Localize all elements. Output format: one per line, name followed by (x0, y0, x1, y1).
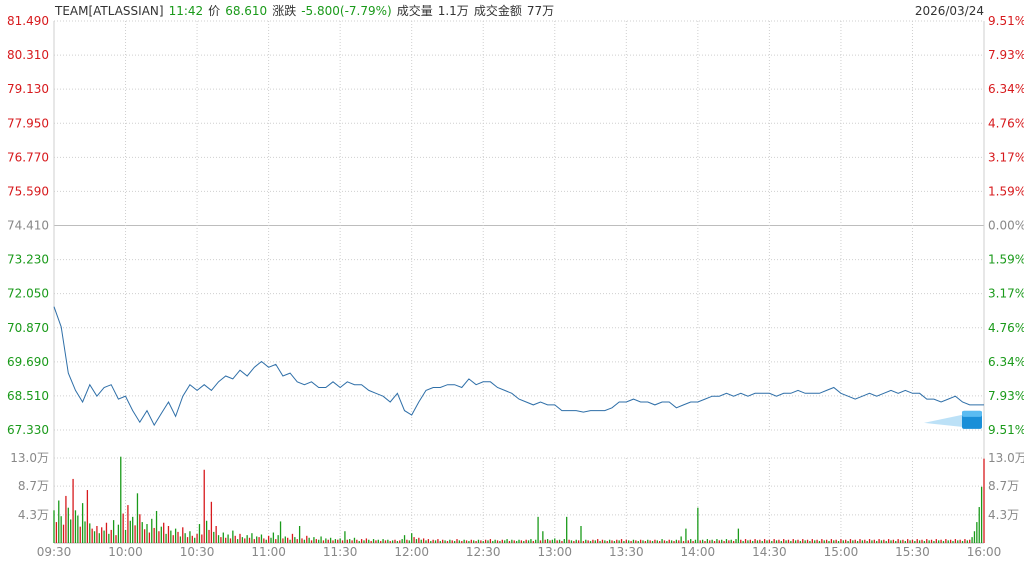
price-tick-label: 74.410 (7, 219, 49, 233)
time-tick-label: 11:30 (323, 545, 358, 559)
time-tick-label: 14:00 (681, 545, 716, 559)
current-price-marker (924, 410, 982, 429)
volume-bars (53, 456, 985, 543)
price-label: 价 (208, 4, 221, 18)
volume-tick-label: 13.0万 (10, 451, 49, 465)
volume-tick-label-right: 4.3万 (988, 508, 1019, 522)
pct-tick-label: 1.59% (988, 253, 1024, 267)
price-tick-label: 67.330 (7, 423, 49, 437)
price-tick-label: 69.690 (7, 355, 49, 369)
time-tick-label: 10:00 (108, 545, 143, 559)
volume-tick-label: 8.7万 (18, 479, 49, 493)
price-tick-label: 80.310 (7, 48, 49, 62)
change-value: -5.800(-7.79%) (301, 4, 392, 18)
time-tick-label: 12:30 (466, 545, 501, 559)
price-tick-label: 72.050 (7, 287, 49, 301)
pct-tick-label: 4.76% (988, 116, 1024, 130)
pct-tick-label: 6.34% (988, 355, 1024, 369)
time-tick-label: 10:30 (180, 545, 215, 559)
time-tick-label: 16:00 (967, 545, 1002, 559)
price-tick-label: 76.770 (7, 150, 49, 164)
marker-cube-top (962, 410, 982, 417)
volume-label: 成交量 (396, 4, 433, 18)
symbol-label: TEAM[ATLASSIAN] (55, 4, 164, 18)
price-tick-label: 68.510 (7, 389, 49, 403)
price-tick-label: 73.230 (7, 253, 49, 267)
volume-value: 1.1万 (437, 4, 469, 18)
marker-glow (924, 414, 962, 427)
pct-tick-label: 1.59% (988, 184, 1024, 198)
volume-tick-label-right: 13.0万 (988, 451, 1024, 465)
pct-tick-label: 9.51% (988, 423, 1024, 437)
volume-tick-label-right: 8.7万 (988, 479, 1019, 493)
price-tick-label: 77.950 (7, 116, 49, 130)
quote-date: 2026/03/24 (914, 4, 984, 18)
time-tick-label: 13:00 (537, 545, 572, 559)
pct-tick-label: 9.51% (988, 14, 1024, 28)
volume-tick-label: 4.3万 (18, 508, 49, 522)
price-value: 68.610 (225, 4, 268, 18)
grid-layer (53, 20, 985, 544)
pct-tick-label: 3.17% (988, 287, 1024, 301)
price-tick-label: 81.490 (7, 14, 49, 28)
quote-time: 11:42 (168, 4, 204, 18)
time-tick-label: 15:30 (895, 545, 930, 559)
price-layer (53, 306, 984, 427)
price-tick-label: 70.870 (7, 321, 49, 335)
time-tick-label: 13:30 (609, 545, 644, 559)
axis-labels: 81.490 9.51% 80.310 7.93% 79.130 6.34% 77.950 4… (7, 14, 1024, 559)
price-tick-label: 79.130 (7, 82, 49, 96)
pct-tick-label: 3.17% (988, 150, 1024, 164)
pct-tick-label: 4.76% (988, 321, 1024, 335)
pct-tick-label: 6.34% (988, 82, 1024, 96)
time-tick-label: 15:00 (824, 545, 859, 559)
change-label: 涨跌 (272, 4, 297, 18)
time-tick-label: 11:00 (251, 545, 286, 559)
pct-tick-label: 0.00% (988, 219, 1024, 233)
time-tick-label: 12:00 (394, 545, 429, 559)
amount-value: 77万 (526, 4, 555, 18)
amount-label: 成交金额 (473, 4, 522, 18)
time-tick-label: 09:30 (37, 545, 72, 559)
price-tick-label: 75.590 (7, 184, 49, 198)
pct-tick-label: 7.93% (988, 389, 1024, 403)
pct-tick-label: 7.93% (988, 48, 1024, 62)
quote-header: TEAM[ATLASSIAN] 11:42 价 68.610 涨跌 -5.800(-7.7… (55, 3, 559, 19)
price-line (53, 306, 984, 427)
time-tick-label: 14:30 (752, 545, 787, 559)
